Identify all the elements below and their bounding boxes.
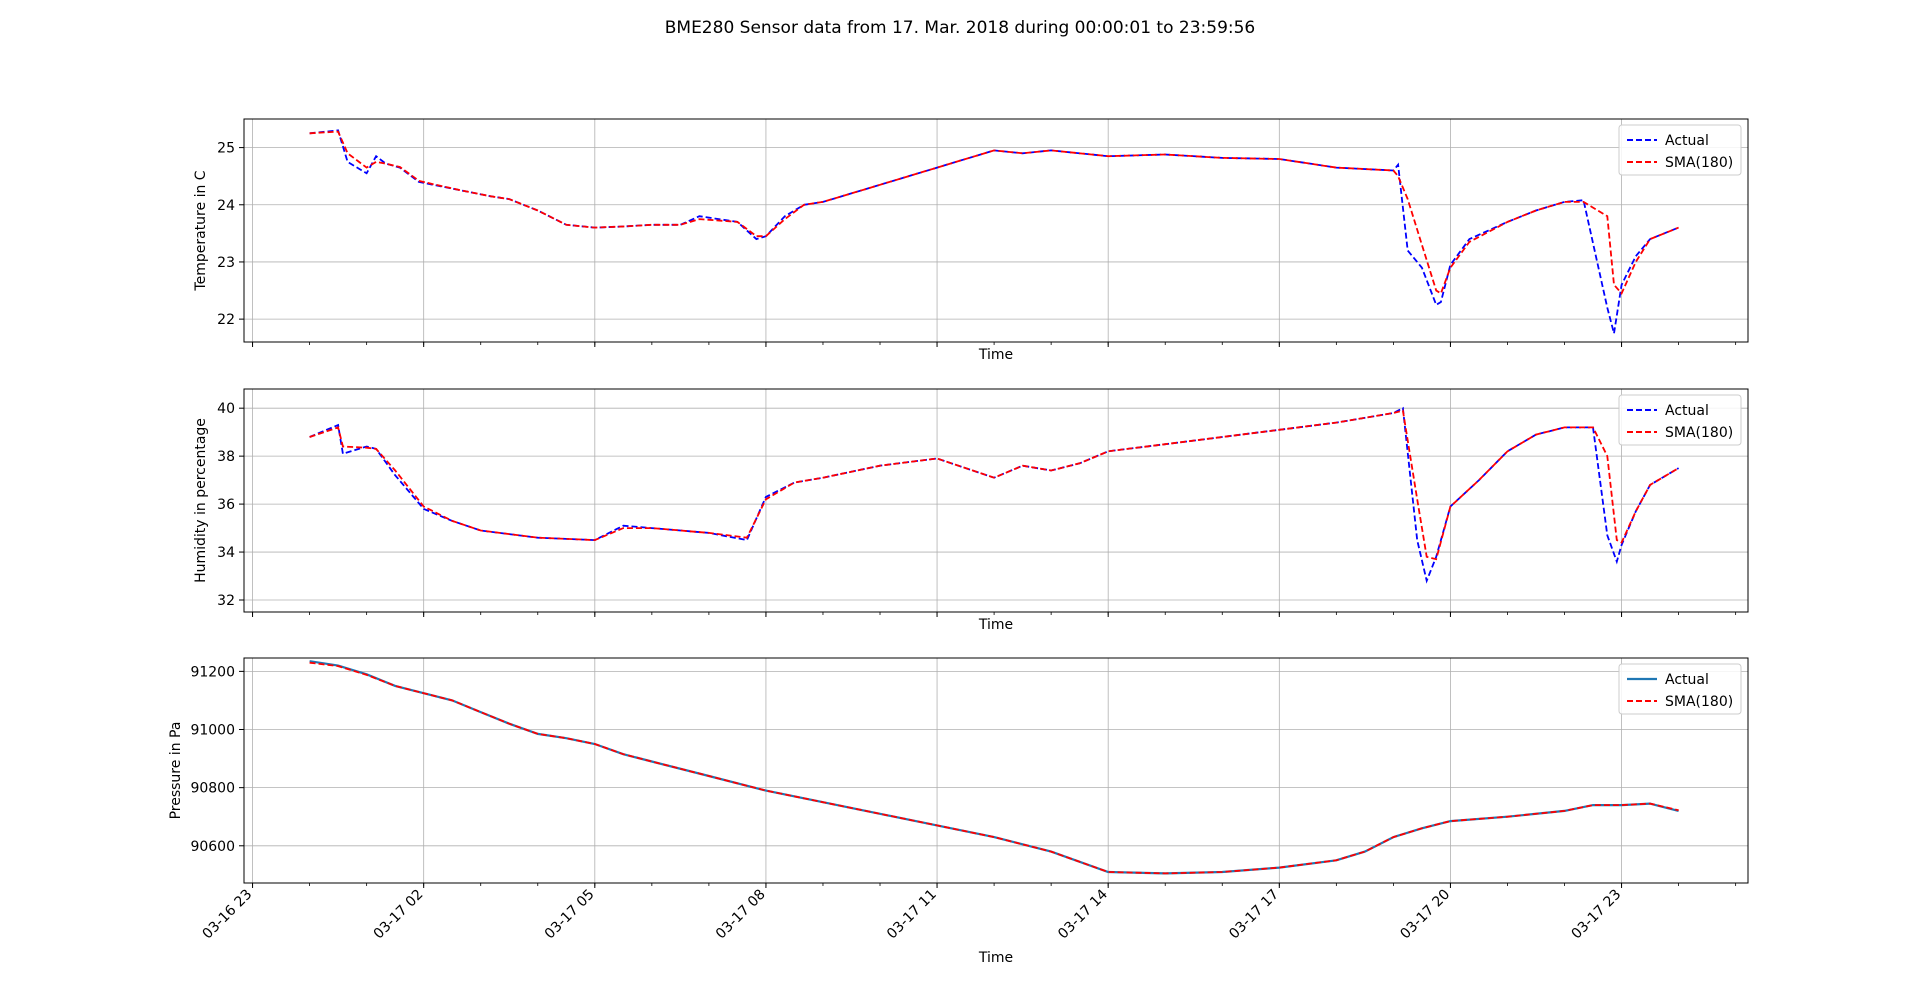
x-tick-label: 03-17 23 xyxy=(1569,887,1625,943)
series-line-actual xyxy=(309,660,1679,875)
axes-frame xyxy=(243,388,1749,613)
humidity-subplot: 32 34 36 38 40 Time Humidity in percentage Actu… xyxy=(193,388,1749,633)
series-line-actual xyxy=(309,129,1679,334)
y-tick-label: 38 xyxy=(217,449,235,465)
axes-frame xyxy=(243,118,1749,343)
x-tick-label: 03-17 08 xyxy=(713,887,769,943)
y-tick-label: 32 xyxy=(217,593,235,609)
x-axis-label: Time xyxy=(978,617,1013,633)
y-tick-label: 91200 xyxy=(190,664,235,680)
legend-label: Actual xyxy=(1665,133,1709,149)
x-axis-label: Time xyxy=(978,347,1013,363)
legend-label: Actual xyxy=(1665,403,1709,419)
legend-label: SMA(180) xyxy=(1665,425,1733,441)
legend-label: SMA(180) xyxy=(1665,694,1733,710)
y-tick-label: 34 xyxy=(217,545,235,561)
y-tick-label: 36 xyxy=(217,497,235,513)
y-axis-label: Temperature in C xyxy=(193,170,209,291)
x-tick-label: 03-17 14 xyxy=(1055,886,1111,942)
axes-frame xyxy=(243,657,1749,884)
figure-title: BME280 Sensor data from 17. Mar. 2018 du… xyxy=(665,18,1256,38)
x-axis-label: Time xyxy=(978,950,1013,966)
temperature-subplot: 22 23 24 25 Time Temperature in C Actual SMA(18… xyxy=(193,118,1749,363)
y-tick-label: 90600 xyxy=(190,839,235,855)
x-tick-label: 03-16 23 xyxy=(200,887,256,943)
x-tick-label: 03-17 20 xyxy=(1397,887,1453,943)
series-line-sma xyxy=(309,661,1679,875)
y-tick-label: 90800 xyxy=(190,781,235,797)
legend-label: Actual xyxy=(1665,672,1709,688)
y-tick-label: 22 xyxy=(217,312,235,328)
x-tick-label: 03-17 17 xyxy=(1226,887,1282,943)
pressure-subplot: 90600 90800 91000 91200 Time Pressure in Pa Ac… xyxy=(168,657,1749,966)
x-tick-label: 03-17 11 xyxy=(884,887,940,943)
series-line-actual xyxy=(309,406,1680,584)
legend-label: SMA(180) xyxy=(1665,155,1733,171)
y-tick-label: 91000 xyxy=(190,723,235,739)
y-tick-label: 25 xyxy=(217,141,235,157)
y-tick-label: 23 xyxy=(217,255,235,271)
y-axis-label: Humidity in percentage xyxy=(193,418,209,583)
y-tick-label: 24 xyxy=(217,198,235,214)
y-axis-label: Pressure in Pa xyxy=(168,722,184,820)
x-tick-label: 03-17 02 xyxy=(371,887,427,943)
x-tick-label: 03-17 05 xyxy=(542,887,598,943)
series-line-sma xyxy=(309,409,1680,561)
y-tick-label: 40 xyxy=(217,401,235,417)
series-line-sma xyxy=(309,130,1679,296)
